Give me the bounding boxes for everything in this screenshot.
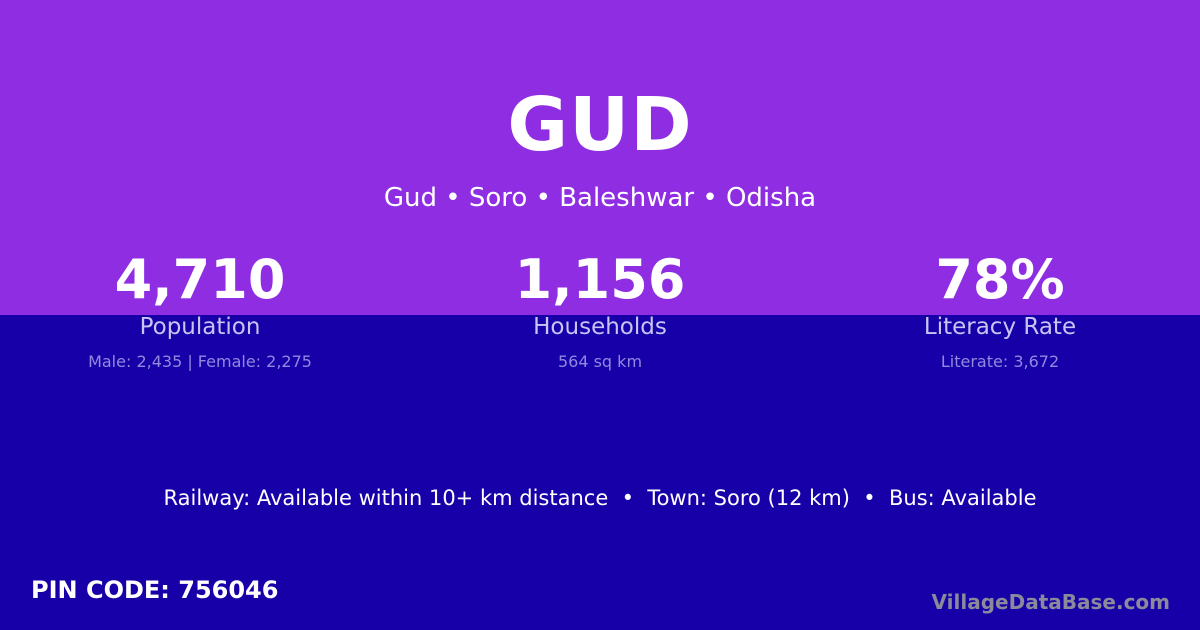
pin-code: PIN CODE: 756046	[31, 576, 279, 604]
location-breadcrumb: Gud • Soro • Baleshwar • Odisha	[383, 183, 817, 213]
stat-households: 1,156 Households 564 sq km	[400, 248, 800, 371]
header-band	[0, 0, 1200, 315]
stat-label: Households	[533, 314, 667, 340]
stat-detail: 564 sq km	[557, 352, 643, 371]
stat-value: 4,710	[114, 248, 286, 311]
stat-population: 4,710 Population Male: 2,435 | Female: 2…	[0, 248, 400, 371]
connectivity-info: Railway: Available within 10+ km distanc…	[163, 486, 1037, 510]
brand-watermark: VillageDataBase.com	[931, 590, 1170, 614]
stat-detail: Literate: 3,672	[940, 352, 1060, 371]
stat-label: Literacy Rate	[923, 314, 1077, 340]
stat-value: 1,156	[514, 248, 686, 311]
village-title: GUD	[507, 82, 693, 168]
stat-detail: Male: 2,435 | Female: 2,275	[88, 352, 312, 371]
stat-literacy: 78% Literacy Rate Literate: 3,672	[800, 248, 1200, 371]
stat-value: 78%	[935, 248, 1065, 311]
stat-label: Population	[139, 314, 261, 340]
